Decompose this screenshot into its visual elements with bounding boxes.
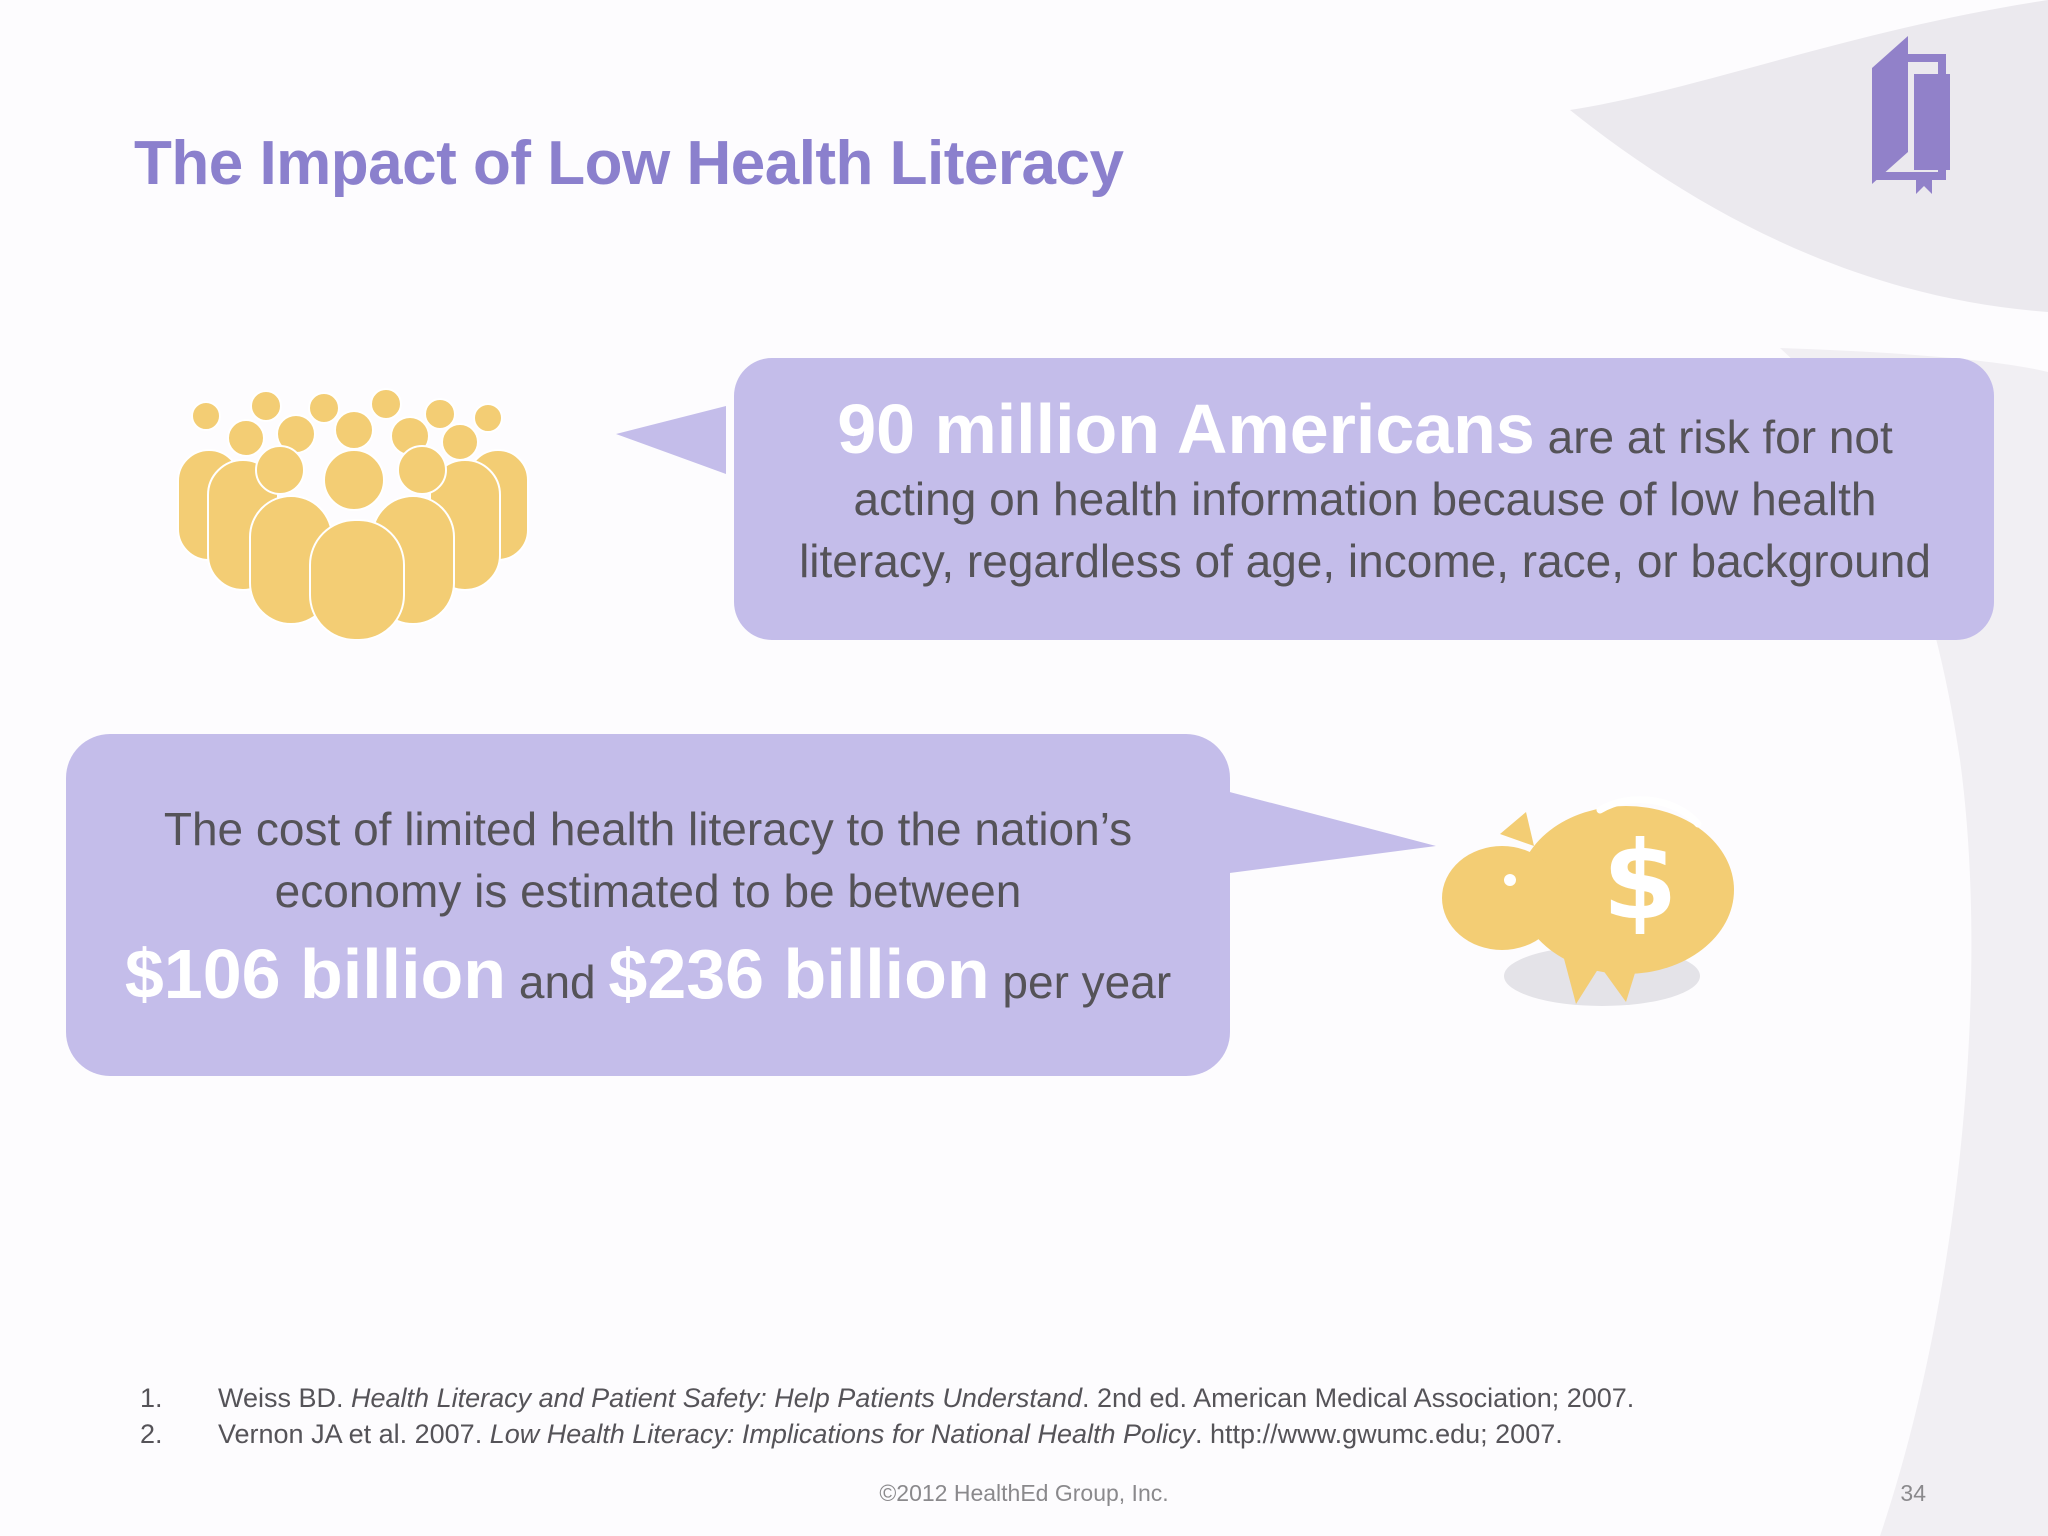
cost-high-amount: $236 billion <box>608 935 990 1013</box>
cost-connector: and <box>506 956 609 1008</box>
copyright: ©2012 HealthEd Group, Inc. <box>879 1480 1169 1506</box>
reference-text: Weiss BD. Health Literacy and Patient Sa… <box>218 1380 1634 1416</box>
page-title: The Impact of Low Health Literacy <box>134 129 1124 198</box>
reference-item: 1. Weiss BD. Health Literacy and Patient… <box>140 1380 1900 1416</box>
cost-line1: The cost of limited health literacy to t… <box>163 803 1133 855</box>
reference-text: Vernon JA et al. 2007. Low Health Litera… <box>218 1416 1563 1452</box>
reference-title: Low Health Literacy: Implications for Na… <box>489 1419 1196 1449</box>
reference-author: Weiss BD. <box>218 1383 352 1413</box>
reference-author: Vernon JA et al. 2007. <box>218 1419 490 1449</box>
americans-line2: acting on health information because of … <box>853 473 1877 525</box>
piggy-bank-icon: $ <box>1442 796 1734 1006</box>
americans-callout <box>616 358 1994 640</box>
reference-number: 2. <box>140 1419 163 1449</box>
people-group-icon <box>177 388 529 640</box>
americans-text: 90 million Americans are at risk for not… <box>756 394 1974 592</box>
cost-text: The cost of limited health literacy to t… <box>96 798 1200 1022</box>
cost-low-amount: $106 billion <box>124 935 507 1013</box>
cost-callout <box>66 734 1436 1076</box>
americans-line3: literacy, regardless of age, income, rac… <box>799 535 1931 587</box>
page-number: 34 <box>1900 1480 1926 1506</box>
reference-details: . 2nd ed. American Medical Association; … <box>1081 1383 1635 1413</box>
svg-text:$: $ <box>1602 819 1677 944</box>
cost-line2: economy is estimated to be between <box>274 865 1022 917</box>
cost-suffix: per year <box>989 956 1172 1008</box>
cost-amount-line: $106 billion and $236 billion per year <box>96 934 1200 1022</box>
reference-details: . http://www.gwumc.edu; 2007. <box>1195 1419 1563 1449</box>
americans-highlight: 90 million Americans <box>837 390 1535 468</box>
references: 1. Weiss BD. Health Literacy and Patient… <box>140 1380 1900 1452</box>
americans-line1: are at risk for not <box>1534 411 1893 463</box>
book-icon <box>1872 36 1950 194</box>
reference-title: Health Literacy and Patient Safety: Help… <box>351 1383 1082 1413</box>
reference-number: 1. <box>140 1383 163 1413</box>
reference-item: 2. Vernon JA et al. 2007. Low Health Lit… <box>140 1416 1900 1452</box>
